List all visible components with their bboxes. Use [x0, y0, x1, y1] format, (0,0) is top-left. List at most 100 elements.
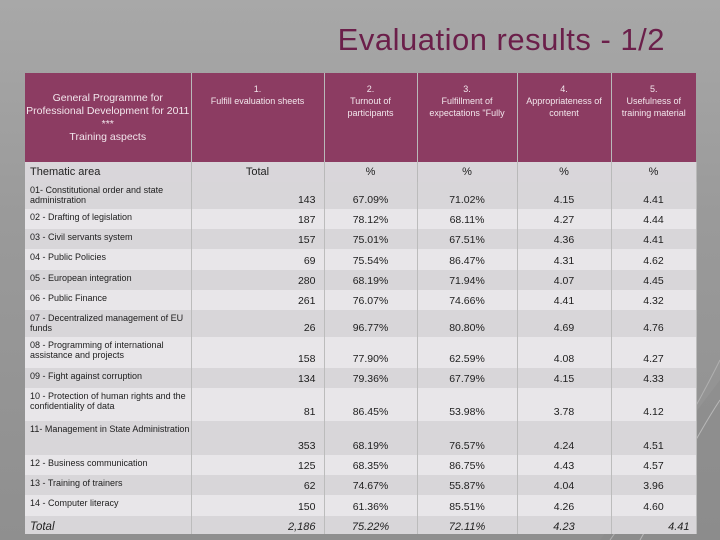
total-cell: 26 [191, 310, 325, 338]
expect-cell: 74.66% [417, 289, 518, 310]
expect-cell: 71.02% [417, 182, 518, 209]
total-cell: 143 [191, 182, 325, 209]
area-cell: 12 - Business communication [25, 454, 192, 476]
header-program-line: General Programme for [52, 91, 163, 104]
turnout-cell: 75.01% [324, 229, 418, 250]
expect-cell: 76.57% [417, 421, 518, 455]
useful-cell: 4.41 [611, 182, 697, 209]
useful-cell: 4.57 [611, 454, 697, 476]
expect-cell: 62.59% [417, 337, 518, 368]
total-cell: 157 [191, 229, 325, 250]
area-cell: 07 - Decentralized management of EU fund… [25, 310, 192, 338]
approp-cell: 4.08 [517, 337, 612, 368]
approp-cell: 4.69 [517, 310, 612, 338]
expect-cell: 55.87% [417, 475, 518, 496]
expect-cell: 86.75% [417, 454, 518, 476]
total-cell: 134 [191, 367, 325, 388]
turnout-cell: 75.54% [324, 249, 418, 270]
useful-cell: 4.27 [611, 337, 697, 368]
approp-cell: 4.41 [517, 289, 612, 310]
header-num: 2. [366, 84, 375, 94]
total-row: Total 2,186 75.22% 72.11% 4.23 4.41 [25, 515, 697, 534]
useful-cell: 4.60 [611, 495, 697, 516]
header-col-3: 3. Fulfillment of expectations "Fully [417, 73, 518, 163]
useful-cell: 4.76 [611, 310, 697, 338]
table-row: 03 - Civil servants system 157 75.01% 67.51… [25, 229, 697, 250]
useful-cell: 4.33 [611, 367, 697, 388]
header-num: 1. [253, 84, 262, 94]
approp-cell: 4.07 [517, 269, 612, 290]
total-cell: 69 [191, 249, 325, 270]
turnout-cell: 68.19% [324, 421, 418, 455]
area-cell: 04 - Public Policies [25, 249, 192, 270]
turnout-cell: 79.36% [324, 367, 418, 388]
turnout-cell: 74.67% [324, 475, 418, 496]
total-cell: 150 [191, 495, 325, 516]
total-cell: 158 [191, 337, 325, 368]
total-approp: 4.23 [517, 515, 612, 534]
table-row: 14 - Computer literacy 150 61.36% 85.51% 4.2… [25, 495, 697, 516]
total-cell: 353 [191, 421, 325, 455]
turnout-cell: 67.09% [324, 182, 418, 209]
header-col-1: 1. Fulfill evaluation sheets [191, 73, 325, 163]
table-row: 11- Management in State Administration 35… [25, 421, 697, 455]
header-program: General Programme for Professional Devel… [25, 73, 192, 163]
header-label: Fulfillment of expectations "Fully [429, 96, 505, 118]
useful-cell: 4.51 [611, 421, 697, 455]
table-row: 10 - Protection of human rights and the … [25, 387, 697, 422]
expect-cell: 85.51% [417, 495, 518, 516]
header-program-line: Professional Development for 2011 [26, 104, 190, 117]
approp-cell: 4.43 [517, 454, 612, 476]
table-row: 01- Constitutional order and state admin… [25, 182, 697, 209]
table-row: 06 - Public Finance 261 76.07% 74.66% 4.41 4.… [25, 289, 697, 310]
area-cell: 10 - Protection of human rights and the … [25, 387, 192, 422]
approp-cell: 4.26 [517, 495, 612, 516]
useful-cell: 4.32 [611, 289, 697, 310]
expect-cell: 53.98% [417, 387, 518, 422]
area-cell: 02 - Drafting of legislation [25, 208, 192, 229]
area-cell: 09 - Fight against corruption [25, 367, 192, 388]
evaluation-table: General Programme for Professional Devel… [25, 73, 697, 534]
total-expect: 72.11% [417, 515, 518, 534]
turnout-cell: 96.77% [324, 310, 418, 338]
area-cell: 05 - European integration [25, 269, 192, 290]
approp-cell: 4.15 [517, 367, 612, 388]
total-cell: 280 [191, 269, 325, 290]
useful-cell: 4.12 [611, 387, 697, 422]
table-row: 08 - Programming of international assist… [25, 337, 697, 368]
total-label: Total [25, 515, 192, 534]
subheader-pct: % [517, 162, 612, 183]
approp-cell: 4.15 [517, 182, 612, 209]
header-num: 4. [560, 84, 568, 94]
turnout-cell: 61.36% [324, 495, 418, 516]
expect-cell: 68.11% [417, 208, 518, 229]
header-label: Appropriateness of content [526, 96, 602, 118]
turnout-cell: 86.45% [324, 387, 418, 422]
header-num: 3. [463, 84, 471, 94]
total-cell: 261 [191, 289, 325, 310]
area-cell: 06 - Public Finance [25, 289, 192, 310]
approp-cell: 4.04 [517, 475, 612, 496]
header-num: 5. [649, 84, 658, 94]
table-row: 05 - European integration 280 68.19% 71.94%… [25, 269, 697, 290]
header-row: General Programme for Professional Devel… [25, 73, 696, 163]
useful-cell: 4.41 [611, 229, 697, 250]
approp-cell: 4.31 [517, 249, 612, 270]
area-cell: 14 - Computer literacy [25, 495, 192, 516]
total-turnout: 75.22% [324, 515, 418, 534]
approp-cell: 4.24 [517, 421, 612, 455]
subheader-pct: % [611, 162, 697, 183]
turnout-cell: 68.35% [324, 454, 418, 476]
total-count: 2,186 [191, 515, 325, 534]
header-label: Usefulness of training material [621, 96, 686, 118]
useful-cell: 4.45 [611, 269, 697, 290]
useful-cell: 4.44 [611, 208, 697, 229]
header-label: Fulfill evaluation sheets [210, 96, 305, 106]
turnout-cell: 78.12% [324, 208, 418, 229]
expect-cell: 67.51% [417, 229, 518, 250]
subheader-area: Thematic area [25, 162, 192, 183]
table-row: 02 - Drafting of legislation 187 78.12% 68.… [25, 208, 697, 229]
subheader-pct: % [324, 162, 418, 183]
total-cell: 81 [191, 387, 325, 422]
table-row: 07 - Decentralized management of EU fund… [25, 310, 697, 338]
